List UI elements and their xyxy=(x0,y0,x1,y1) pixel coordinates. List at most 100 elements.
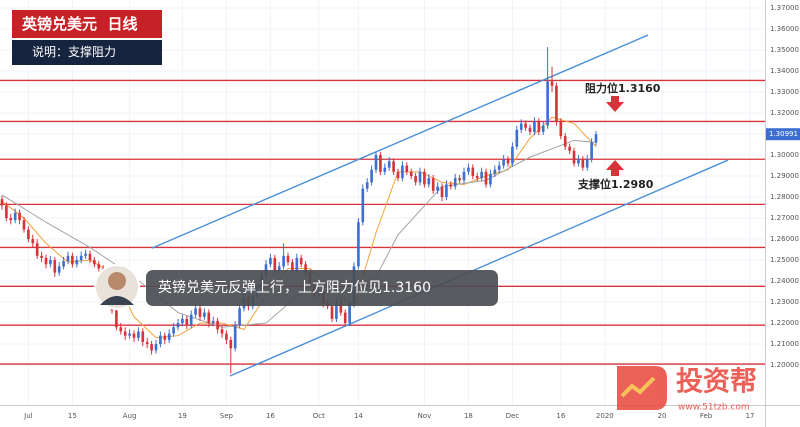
candle-body xyxy=(194,308,197,315)
y-tick-label: 1.37000 xyxy=(770,4,799,12)
candle-body xyxy=(555,85,558,122)
candle-body xyxy=(167,333,171,340)
y-tick-label: 1.20000 xyxy=(770,361,799,369)
x-tick-label: Oct xyxy=(313,412,325,420)
candle-body xyxy=(431,178,435,191)
candle-body xyxy=(365,182,369,189)
candle-body xyxy=(35,243,39,256)
x-tick-label: 18 xyxy=(464,412,473,420)
y-tick-label: 1.30000 xyxy=(770,151,799,159)
candle-body xyxy=(524,123,527,128)
x-tick-label: Feb xyxy=(700,412,713,420)
candle-body xyxy=(563,136,567,147)
candle-body xyxy=(348,304,351,324)
x-tick-label: Jul xyxy=(23,412,33,420)
candle-body xyxy=(9,218,13,221)
candle-body xyxy=(198,308,202,317)
candle-body xyxy=(387,161,391,168)
candle-body xyxy=(93,260,96,265)
candle-body xyxy=(225,333,228,340)
candle-body xyxy=(62,261,65,267)
candle-body xyxy=(383,167,387,172)
watermark: 投资帮 www.51tzb.com xyxy=(617,366,757,413)
candle-body xyxy=(88,253,92,261)
candle-body xyxy=(480,171,483,179)
candle-body xyxy=(97,264,101,269)
resistance-label: 阻力位1.3160 xyxy=(585,81,661,95)
candle-body xyxy=(40,255,43,258)
candle-body xyxy=(141,331,145,342)
y-tick-label: 1.27000 xyxy=(770,214,799,222)
candle-body xyxy=(185,318,189,326)
candle-body xyxy=(537,121,541,132)
candle-body xyxy=(568,146,571,151)
y-tick-label: 1.22000 xyxy=(770,319,799,327)
candle-body xyxy=(489,173,492,185)
candle-body xyxy=(440,186,444,198)
candle-body xyxy=(18,212,21,221)
candle-body xyxy=(216,320,219,330)
support-label: 支撑位1.2980 xyxy=(577,177,654,191)
y-tick-label: 1.24000 xyxy=(770,277,799,285)
candle-body xyxy=(396,171,400,179)
candle-body xyxy=(291,262,294,271)
y-tick-label: 1.34000 xyxy=(770,67,799,75)
candle-body xyxy=(401,165,404,179)
candle-body xyxy=(0,199,4,206)
candle-body xyxy=(295,257,299,271)
candle-body xyxy=(163,335,167,340)
candle-body xyxy=(414,176,417,183)
candle-body xyxy=(128,333,131,336)
caption-box xyxy=(146,270,498,306)
caption: 英镑兑美元反弹上行，上方阻力位见1.3160 xyxy=(158,279,431,296)
candle-body xyxy=(75,260,79,265)
candle-body xyxy=(379,155,382,172)
candle-body xyxy=(44,257,48,265)
candle-body xyxy=(71,255,74,265)
subtitle-box: 说明：支撑阻力 xyxy=(12,40,162,65)
candle-body xyxy=(581,159,585,168)
candle-body xyxy=(374,155,378,170)
candle-body xyxy=(370,169,373,183)
candle-body xyxy=(585,159,589,168)
candle-body xyxy=(123,331,127,336)
candle-body xyxy=(343,312,347,324)
candle-body xyxy=(299,257,303,265)
candle-body xyxy=(577,159,580,164)
candle-body xyxy=(590,142,593,160)
candle-body xyxy=(475,176,479,179)
candle-body xyxy=(453,178,457,187)
candle-body xyxy=(330,306,334,319)
x-tick-label: 16 xyxy=(266,412,275,420)
resistance-arrow xyxy=(606,96,624,112)
candle-body xyxy=(145,341,149,345)
candle-body xyxy=(502,159,505,166)
y-tick-label: 1.32000 xyxy=(770,109,799,117)
candle-body xyxy=(546,81,549,126)
candle-body xyxy=(66,255,70,262)
watermark-url: www.51tzb.com xyxy=(678,403,750,413)
overlays xyxy=(0,34,765,377)
support-arrow xyxy=(606,160,624,176)
candle-body xyxy=(493,169,497,174)
candle-body xyxy=(484,171,488,185)
candle-body xyxy=(559,121,563,137)
candle-body xyxy=(172,327,175,334)
candle-body xyxy=(550,81,554,86)
candle-body xyxy=(233,325,237,349)
candle-body xyxy=(339,302,343,313)
title: 英镑兑美元 日线 xyxy=(22,15,138,33)
candle-body xyxy=(22,220,26,230)
candle-body xyxy=(273,257,277,271)
candle-body xyxy=(423,171,426,185)
candle-body xyxy=(27,229,30,240)
candle-body xyxy=(207,312,211,324)
x-tick-label: Nov xyxy=(418,412,432,420)
candle-body xyxy=(119,327,123,332)
candle-body xyxy=(436,186,439,191)
axes: 1.20000 1.21000 1.22000 1.23000 1.24000 1.250… xyxy=(23,4,800,420)
last-price-label: 1.30991 xyxy=(769,130,798,138)
candle-body xyxy=(533,121,536,132)
